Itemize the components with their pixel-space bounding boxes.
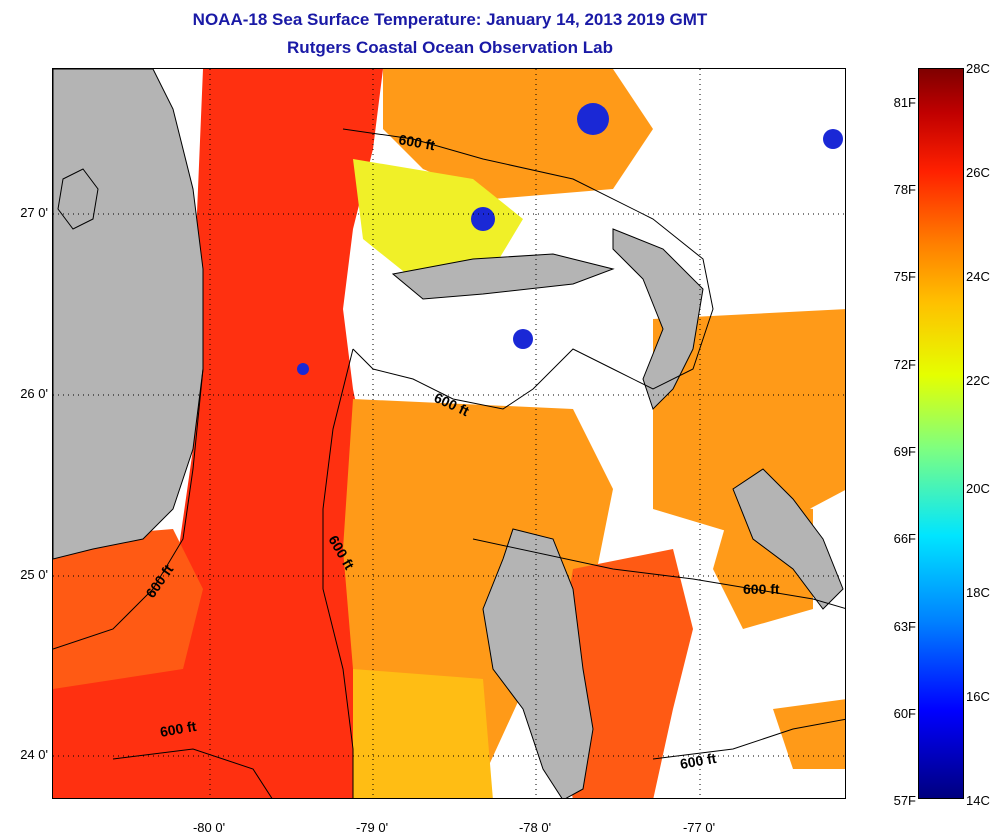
lat-label: 26 0' [20, 386, 48, 401]
isobath-contour [652, 718, 845, 760]
colorbar-label-f: 60F [893, 706, 916, 721]
colorbar-label-c: 14C [966, 793, 990, 808]
cold-spot [823, 129, 843, 149]
contour-label: 600 ft [743, 581, 780, 597]
colorbar-label-f: 72F [893, 357, 916, 372]
map-title: NOAA-18 Sea Surface Temperature: January… [192, 10, 708, 29]
cold-spot [513, 329, 533, 349]
coastal-water-southwest [53, 669, 193, 798]
colorbar-label-c: 20C [966, 481, 990, 496]
contour-label: 600 ft [159, 718, 198, 740]
warm-water-south [353, 669, 493, 798]
colorbar-label-c: 18C [966, 585, 990, 600]
colorbar-label-f: 66F [893, 531, 916, 546]
sst-map: 600 ft 600 ft 600 ft 600 ft 600 ft 600 f… [52, 68, 846, 799]
lon-label: -79 0' [355, 820, 389, 835]
colorbar-label-c: 28C [966, 61, 990, 76]
contour-label: 600 ft [679, 750, 718, 772]
grand-bahama-island [391, 253, 615, 300]
colorbar-label-c: 22C [966, 373, 990, 388]
cold-spot [297, 363, 309, 375]
isobath-contour [53, 368, 204, 650]
colorbar-label-c: 16C [966, 689, 990, 704]
isobath-contour [322, 348, 354, 798]
lon-label: -78 0' [518, 820, 552, 835]
colorbar-label-c: 26C [966, 165, 990, 180]
lat-label: 27 0' [20, 205, 48, 220]
colorbar-label-f: 75F [893, 269, 916, 284]
cool-water-patch [353, 159, 523, 279]
isobath-contour [342, 128, 714, 410]
sst-map-canvas: 600 ft 600 ft 600 ft 600 ft 600 ft 600 f… [53, 69, 845, 798]
colorbar-label-f: 78F [893, 182, 916, 197]
isobath-contour [472, 538, 845, 609]
warm-water-north [383, 69, 653, 199]
lat-label: 25 0' [20, 567, 48, 582]
colorbar-label-f: 81F [893, 95, 916, 110]
warm-water-far-east [653, 309, 845, 539]
lat-label: 24 0' [20, 747, 48, 762]
lon-label: -80 0' [192, 820, 226, 835]
abaco-island [612, 228, 704, 410]
colorbar-label-f: 63F [893, 619, 916, 634]
lon-label: -77 0' [682, 820, 716, 835]
warm-water-southeast-corner [773, 699, 845, 769]
colorbar-label-f: 57F [893, 793, 916, 808]
colorbar-label-c: 24C [966, 269, 990, 284]
contour-label: 600 ft [397, 131, 436, 153]
map-subtitle: Rutgers Coastal Ocean Observation Lab [287, 38, 613, 57]
colorbar-label-f: 69F [893, 444, 916, 459]
florida-land [53, 69, 204, 560]
coastal-water-west [53, 529, 203, 709]
isobath-contour [112, 748, 273, 798]
cold-spot [577, 103, 609, 135]
graticule [53, 69, 845, 798]
andros-island [482, 528, 594, 798]
eleuthera-island [732, 468, 844, 610]
cold-spot [471, 207, 495, 231]
temperature-colorbar [918, 68, 964, 799]
